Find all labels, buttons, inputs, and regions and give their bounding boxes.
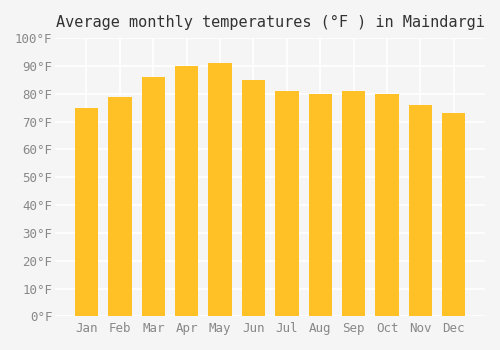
Bar: [175, 66, 199, 316]
Bar: [342, 91, 365, 316]
Bar: [376, 94, 398, 316]
Bar: [275, 91, 298, 316]
Bar: [108, 97, 132, 316]
Bar: [308, 94, 332, 316]
Bar: [75, 108, 98, 316]
Bar: [208, 63, 232, 316]
Bar: [408, 105, 432, 316]
Bar: [142, 77, 165, 316]
Bar: [442, 113, 466, 316]
Bar: [242, 80, 265, 316]
Title: Average monthly temperatures (°F ) in Maindargi: Average monthly temperatures (°F ) in Ma…: [56, 15, 484, 30]
